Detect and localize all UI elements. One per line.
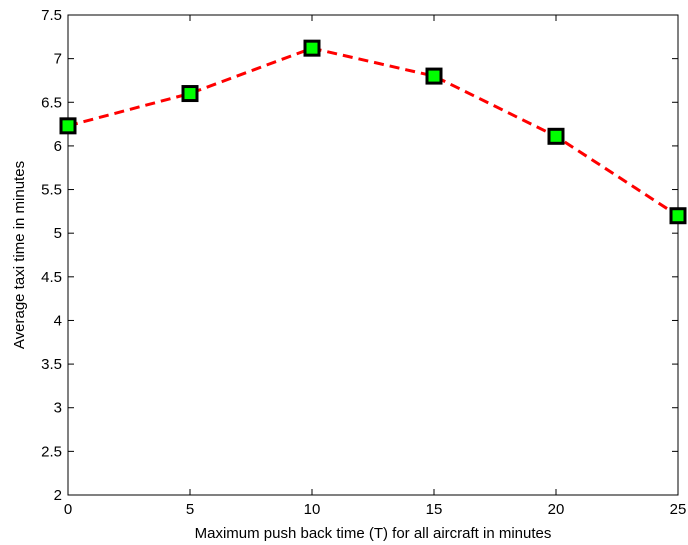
data-point-marker [427, 69, 441, 83]
x-tick-label: 10 [304, 501, 321, 518]
y-tick-label: 5.5 [41, 182, 62, 199]
x-tick-label: 25 [670, 501, 687, 518]
x-tick-label: 15 [426, 501, 443, 518]
y-tick-label: 6 [54, 138, 62, 155]
data-point-marker [549, 129, 563, 143]
data-point-marker [183, 87, 197, 101]
y-tick-label: 2 [54, 487, 62, 504]
x-tick-label: 20 [548, 501, 565, 518]
y-axis-label: Average taxi time in minutes [11, 161, 28, 349]
y-tick-label: 6.5 [41, 94, 62, 111]
y-tick-label: 7.5 [41, 7, 62, 24]
y-tick-label: 4.5 [41, 269, 62, 286]
y-tick-label: 3 [54, 400, 62, 417]
y-tick-label: 5 [54, 225, 62, 242]
y-tick-label: 4 [54, 312, 62, 329]
x-tick-label: 0 [64, 501, 72, 518]
data-point-marker [305, 41, 319, 55]
y-tick-label: 3.5 [41, 356, 62, 373]
x-axis-label: Maximum push back time (T) for all aircr… [195, 525, 552, 542]
y-tick-label: 7 [54, 51, 62, 68]
y-tick-label: 2.5 [41, 443, 62, 460]
data-point-marker [671, 209, 685, 223]
data-point-marker [61, 119, 75, 133]
x-tick-label: 5 [186, 501, 194, 518]
